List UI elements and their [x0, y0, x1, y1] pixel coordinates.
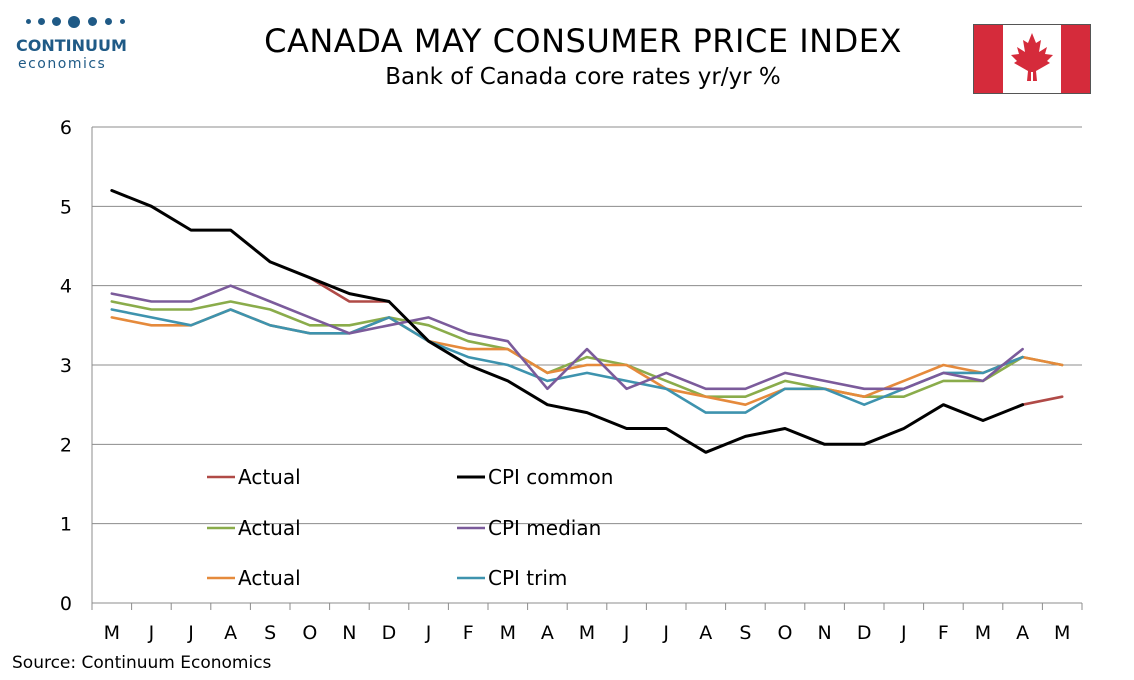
source-note: Source: Continuum Economics	[12, 653, 272, 673]
y-tick-label: 4	[60, 276, 72, 298]
x-tick-label: F	[938, 622, 949, 644]
x-tick-label: A	[224, 622, 237, 644]
y-tick-label: 5	[60, 196, 72, 218]
legend-label-median: CPI median	[488, 516, 601, 540]
x-tick-label: J	[900, 622, 907, 644]
x-tick-label: N	[342, 622, 356, 644]
x-tick-label: M	[975, 622, 991, 644]
chart-title: CANADA MAY CONSUMER PRICE INDEX	[264, 22, 902, 60]
x-tick-label: J	[148, 622, 155, 644]
x-tick-label: S	[739, 622, 751, 644]
legend-label-common: CPI common	[488, 465, 613, 489]
series-line-common	[110, 189, 1025, 454]
x-tick-label: J	[662, 622, 669, 644]
x-tick-label: S	[264, 622, 276, 644]
canada-flag-icon	[973, 24, 1091, 94]
x-tick-label: D	[382, 622, 397, 644]
series-line-median	[110, 284, 1024, 391]
x-tick-label: D	[857, 622, 872, 644]
logo-sub: economics	[18, 56, 107, 72]
x-tick-label: M	[104, 622, 120, 644]
y-tick-label: 1	[60, 514, 72, 536]
x-tick-label: J	[425, 622, 432, 644]
legend-label-common-actual: Actual	[238, 465, 301, 489]
x-tick-label: N	[817, 622, 831, 644]
x-tick-label: J	[623, 622, 630, 644]
x-tick-label: M	[579, 622, 595, 644]
legend-label-median-actual: Actual	[238, 516, 301, 540]
y-tick-label: 0	[60, 593, 72, 615]
x-tick-label: A	[1016, 622, 1029, 644]
x-tick-label: O	[778, 622, 793, 644]
y-tick-label: 6	[60, 117, 72, 139]
x-tick-label: A	[699, 622, 712, 644]
y-tick-label: 3	[60, 355, 72, 377]
logo-name: CONTINUUM	[16, 36, 127, 55]
x-tick-label: M	[500, 622, 516, 644]
series-line-median-actual	[110, 300, 1064, 398]
chart-subtitle: Bank of Canada core rates yr/yr %	[385, 64, 781, 90]
legend-label-trim-actual: Actual	[238, 566, 301, 590]
x-tick-label: A	[541, 622, 554, 644]
legend-label-trim: CPI trim	[488, 566, 567, 590]
x-tick-label: M	[1054, 622, 1070, 644]
x-tick-label: J	[187, 622, 194, 644]
series-line-common-actual	[308, 276, 1064, 406]
x-tick-label: F	[463, 622, 474, 644]
x-tick-label: O	[302, 622, 317, 644]
continuum-logo: CONTINUUM economics	[10, 14, 140, 74]
series-line-trim	[110, 308, 1024, 414]
logo-dots-icon	[26, 16, 136, 28]
y-tick-label: 2	[60, 434, 72, 456]
